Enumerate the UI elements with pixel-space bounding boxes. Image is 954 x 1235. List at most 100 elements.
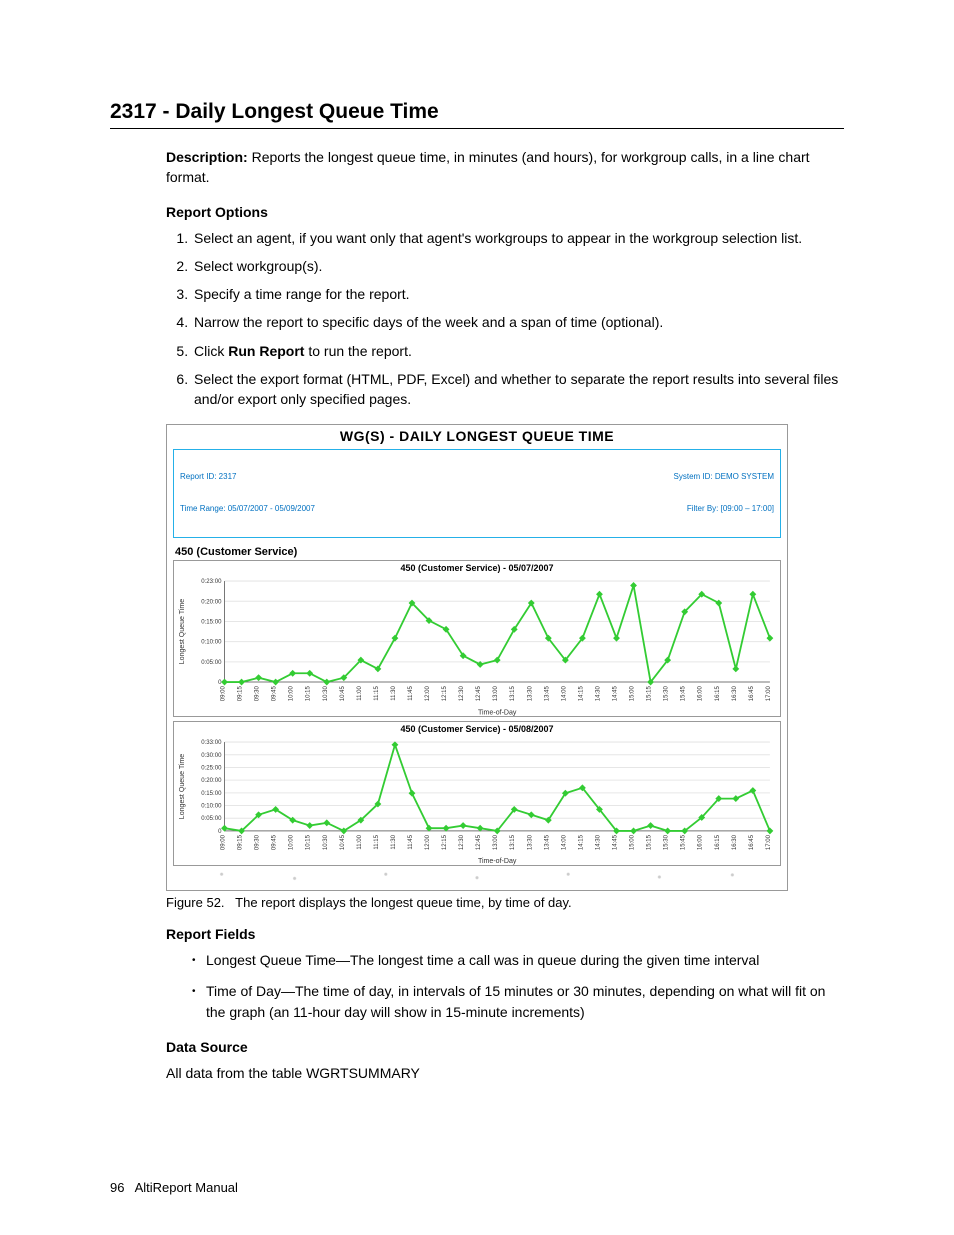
svg-text:17:00: 17:00 [766,835,772,851]
report-meta-filter: Filter By: [09:00 – 17:00] [674,504,774,514]
svg-text:Longest Queue Time: Longest Queue Time [179,754,186,819]
svg-text:10:30: 10:30 [323,685,329,701]
svg-text:10:15: 10:15 [306,835,312,851]
svg-text:16:45: 16:45 [749,835,755,851]
page-number: 96 [110,1180,124,1195]
svg-text:13:00: 13:00 [493,835,499,851]
report-meta-range: Time Range: 05/07/2007 - 05/09/2007 [180,504,315,514]
svg-text:12:45: 12:45 [476,685,482,701]
svg-text:09:15: 09:15 [238,835,244,851]
svg-text:13:15: 13:15 [510,835,516,851]
svg-text:14:00: 14:00 [561,835,567,851]
svg-text:Time-of-Day: Time-of-Day [478,858,517,865]
figure-caption: Figure 52. The report displays the longe… [166,895,788,910]
svg-text:11:45: 11:45 [408,835,414,850]
option-item: Narrow the report to specific days of th… [192,312,844,332]
data-source-heading: Data Source [166,1039,844,1055]
svg-text:0:30:00: 0:30:00 [201,753,222,759]
svg-text:14:30: 14:30 [595,685,601,701]
svg-text:09:00: 09:00 [220,835,226,851]
svg-text:10:45: 10:45 [340,835,346,851]
svg-text:16:45: 16:45 [749,685,755,701]
svg-text:15:30: 15:30 [664,685,670,701]
chart-title: 450 (Customer Service) - 05/08/2007 [173,721,781,736]
svg-text:0:10:00: 0:10:00 [201,639,222,645]
svg-text:16:00: 16:00 [698,835,704,851]
svg-text:12:00: 12:00 [425,835,431,851]
field-item: Longest Queue Time—The longest time a ca… [192,950,844,971]
svg-text:11:15: 11:15 [374,835,380,850]
report-sample-panel: WG(S) - DAILY LONGEST QUEUE TIME Report … [166,424,788,892]
svg-text:13:30: 13:30 [527,835,533,851]
svg-text:0:23:00: 0:23:00 [201,579,222,585]
figure-caption-label: Figure 52. [166,895,225,910]
report-options-heading: Report Options [166,204,844,220]
torn-page-edge [173,870,781,884]
svg-text:Time-of-Day: Time-of-Day [478,709,517,716]
svg-text:0:05:00: 0:05:00 [201,660,222,666]
line-chart: 450 (Customer Service) - 05/07/2007 0 0:05… [173,560,781,717]
page-footer: 96 AltiReport Manual [110,1180,238,1195]
svg-text:13:30: 13:30 [527,685,533,701]
chart-plot-area: 00:05:000:10:000:15:000:20:000:23:0009:0… [173,575,781,717]
footer-label: AltiReport Manual [135,1180,238,1195]
svg-text:12:15: 12:15 [442,685,448,701]
description: Description: Reports the longest queue t… [166,147,844,188]
svg-text:0: 0 [218,680,222,686]
svg-text:09:45: 09:45 [272,685,278,701]
svg-text:09:30: 09:30 [255,835,261,851]
svg-text:11:30: 11:30 [391,685,397,700]
svg-text:16:15: 16:15 [715,685,721,701]
report-fields-list: Longest Queue Time—The longest time a ca… [166,950,844,1023]
chart-title: 450 (Customer Service) - 05/07/2007 [173,560,781,575]
svg-text:0:15:00: 0:15:00 [201,619,222,625]
field-item: Time of Day—The time of day, in interval… [192,981,844,1023]
svg-text:12:00: 12:00 [425,685,431,701]
data-source-text: All data from the table WGRTSUMMARY [166,1063,844,1083]
svg-text:0:05:00: 0:05:00 [201,816,222,822]
svg-text:0: 0 [218,829,222,835]
svg-text:12:15: 12:15 [442,835,448,851]
svg-text:09:15: 09:15 [238,685,244,701]
report-group-label: 450 (Customer Service) [175,546,781,558]
svg-text:14:00: 14:00 [561,685,567,701]
svg-text:14:30: 14:30 [595,835,601,851]
chart-plot-area: 00:05:000:10:000:15:000:20:000:25:000:30… [173,736,781,866]
svg-text:11:30: 11:30 [391,835,397,850]
svg-text:12:30: 12:30 [459,835,465,851]
svg-text:0:20:00: 0:20:00 [201,778,222,784]
svg-text:13:00: 13:00 [493,685,499,701]
svg-text:16:30: 16:30 [732,835,738,851]
svg-text:10:00: 10:00 [289,685,295,701]
svg-text:14:15: 14:15 [578,685,584,701]
report-meta-system: System ID: DEMO SYSTEM [674,472,774,482]
report-panel-title: WG(S) - DAILY LONGEST QUEUE TIME [167,425,787,449]
option-item: Click Run Report to run the report. [192,341,844,361]
svg-text:13:45: 13:45 [544,685,550,701]
svg-text:16:15: 16:15 [715,835,721,851]
svg-text:17:00: 17:00 [766,685,772,701]
svg-text:14:45: 14:45 [613,835,619,851]
svg-text:14:15: 14:15 [578,835,584,851]
svg-text:09:30: 09:30 [255,685,261,701]
svg-text:11:15: 11:15 [374,685,380,700]
option-item: Specify a time range for the report. [192,284,844,304]
svg-text:15:45: 15:45 [681,835,687,851]
option-item: Select workgroup(s). [192,256,844,276]
description-text: Reports the longest queue time, in minut… [166,149,810,185]
svg-text:11:00: 11:00 [357,835,363,850]
svg-text:0:33:00: 0:33:00 [201,740,222,746]
svg-text:15:45: 15:45 [681,685,687,701]
svg-text:0:15:00: 0:15:00 [201,791,222,797]
option-item: Select an agent, if you want only that a… [192,228,844,248]
svg-text:0:10:00: 0:10:00 [201,804,222,810]
title-rule [110,128,844,129]
svg-text:15:00: 15:00 [630,685,636,701]
report-fields-heading: Report Fields [166,926,844,942]
svg-text:14:45: 14:45 [613,685,619,701]
report-meta-bar: Report ID: 2317 Time Range: 05/07/2007 -… [173,449,781,538]
option-item: Select the export format (HTML, PDF, Exc… [192,369,844,410]
svg-text:Longest Queue Time: Longest Queue Time [179,599,186,664]
svg-text:10:15: 10:15 [306,685,312,701]
figure-caption-text: The report displays the longest queue ti… [235,895,572,910]
